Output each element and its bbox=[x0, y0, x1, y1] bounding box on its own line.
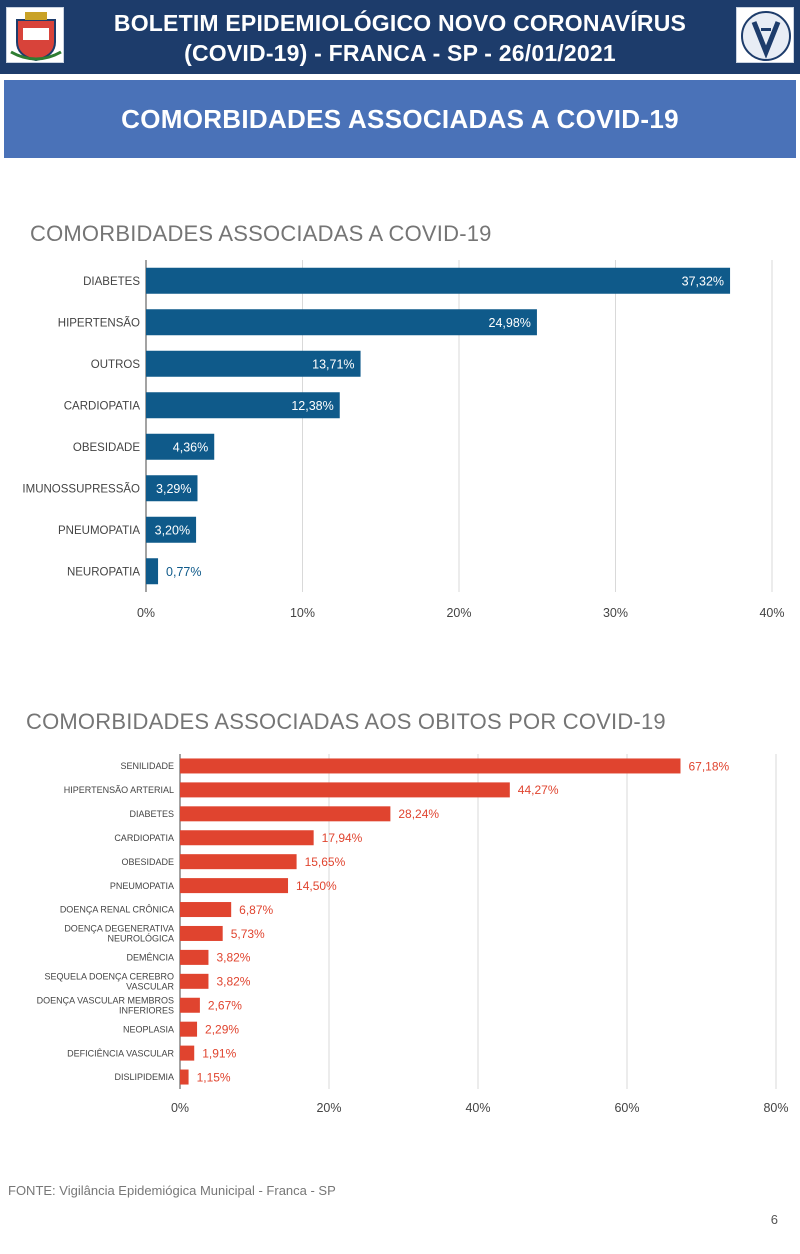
category-label: DIABETES bbox=[129, 809, 174, 819]
bar bbox=[180, 782, 510, 798]
bar bbox=[146, 475, 198, 502]
data-label: 24,98% bbox=[489, 316, 531, 330]
category-label: DEMÊNCIA bbox=[126, 953, 174, 963]
data-label: 37,32% bbox=[682, 274, 724, 288]
category-label: NEUROPATIA bbox=[67, 566, 140, 578]
bar bbox=[180, 1069, 189, 1085]
category-label: HIPERTENSÃO ARTERIAL bbox=[64, 785, 174, 795]
category-label: DOENÇA DEGENERATIVA NEUROLÓGICA bbox=[64, 924, 174, 944]
x-tick-label: 10% bbox=[290, 606, 315, 620]
bulletin-title-line-1: BOLETIM EPIDEMIOLÓGICO NOVO CORONAVÍRUS bbox=[113, 10, 687, 36]
category-label: DOENÇA RENAL CRÔNICA bbox=[60, 905, 174, 915]
bar bbox=[180, 902, 232, 918]
bar bbox=[180, 997, 200, 1013]
x-tick-label: 40% bbox=[465, 1101, 490, 1115]
bar bbox=[146, 558, 159, 585]
chart-title-comorbidities: COMORBIDADES ASSOCIADAS A COVID-19 bbox=[30, 221, 492, 246]
data-label: 1,91% bbox=[202, 1046, 236, 1060]
city-coat-of-arms-icon bbox=[6, 7, 64, 63]
chart-title-deaths-comorbidities: COMORBIDADES ASSOCIADAS AOS OBITOS POR C… bbox=[26, 709, 666, 734]
x-tick-label: 20% bbox=[446, 606, 471, 620]
data-label: 15,65% bbox=[305, 855, 346, 869]
source-note: FONTE: Vigilância Epidemiógica Municipal… bbox=[8, 1183, 336, 1198]
category-label: HIPERTENSÃO bbox=[58, 316, 140, 329]
deaths-comorbidities-bar-chart: 0% 20% 40% 60% 80% SENILIDADE 67,18% HIPERTENSÃ… bbox=[37, 754, 789, 1115]
category-label: DEFICIÊNCIA VASCULAR bbox=[67, 1048, 174, 1058]
bar bbox=[180, 830, 314, 846]
bar bbox=[180, 949, 209, 965]
data-label: 5,73% bbox=[231, 927, 265, 941]
bar bbox=[146, 516, 197, 543]
category-label: DOENÇA VASCULAR MEMBROS INFERIORES bbox=[37, 995, 174, 1015]
data-label: 14,50% bbox=[296, 879, 337, 893]
data-label: 44,27% bbox=[518, 783, 559, 797]
category-label: DIABETES bbox=[83, 276, 140, 288]
header-bar: BOLETIM EPIDEMIOLÓGICO NOVO CORONAVÍRUS … bbox=[0, 0, 800, 74]
category-label: DISLIPIDEMIA bbox=[114, 1072, 174, 1082]
data-label: 28,24% bbox=[398, 807, 439, 821]
x-tick-label: 20% bbox=[316, 1101, 341, 1115]
data-label: 17,94% bbox=[322, 831, 363, 845]
data-label: 2,29% bbox=[205, 1022, 239, 1036]
category-label: OBESIDADE bbox=[73, 442, 140, 454]
bar bbox=[180, 1021, 198, 1037]
bar bbox=[146, 433, 215, 460]
x-tick-label: 0% bbox=[137, 606, 155, 620]
category-label: IMUNOSSUPRESSÃO bbox=[22, 482, 140, 495]
category-label: SENILIDADE bbox=[120, 761, 174, 771]
comorbidities-bar-chart: 0% 10% 20% 30% 40% DIABETES 37,32% HIPERTENSÃO 2… bbox=[22, 260, 785, 620]
data-label: 3,20% bbox=[155, 523, 190, 537]
page-number: 6 bbox=[770, 1212, 778, 1227]
data-label: 0,77% bbox=[166, 565, 201, 579]
category-label: SEQUELA DOENÇA CEREBRO VASCULAR bbox=[44, 971, 174, 991]
bar bbox=[180, 1045, 195, 1061]
bar bbox=[180, 806, 391, 822]
data-label: 13,71% bbox=[312, 357, 354, 371]
bar bbox=[180, 973, 209, 989]
bar bbox=[146, 267, 731, 294]
x-tick-label: 40% bbox=[759, 606, 784, 620]
category-label: OBESIDADE bbox=[121, 857, 174, 867]
x-tick-label: 80% bbox=[763, 1101, 788, 1115]
bar bbox=[146, 309, 537, 336]
bar bbox=[180, 758, 681, 774]
vigilancia-epidemiologica-logo-icon bbox=[736, 7, 794, 63]
bulletin-title-line-2: (COVID-19) - FRANCA - SP - 26/01/2021 bbox=[184, 40, 616, 66]
data-label: 67,18% bbox=[688, 759, 729, 773]
bar bbox=[180, 878, 289, 894]
category-label: CARDIOPATIA bbox=[64, 400, 141, 412]
category-label: OUTROS bbox=[91, 359, 141, 371]
x-tick-label: 30% bbox=[603, 606, 628, 620]
data-label: 3,29% bbox=[156, 482, 191, 496]
data-label: 12,38% bbox=[291, 399, 333, 413]
data-label: 2,67% bbox=[208, 999, 242, 1013]
category-label: NEOPLASIA bbox=[123, 1024, 174, 1034]
section-banner-title: COMORBIDADES ASSOCIADAS A COVID-19 bbox=[121, 104, 679, 134]
category-label: PNEUMOPATIA bbox=[58, 525, 140, 537]
bar bbox=[180, 925, 223, 941]
bar bbox=[146, 350, 361, 377]
data-label: 4,36% bbox=[173, 440, 208, 454]
x-tick-label: 60% bbox=[614, 1101, 639, 1115]
bar bbox=[180, 854, 297, 870]
data-label: 1,15% bbox=[197, 1070, 231, 1084]
category-label: PNEUMOPATIA bbox=[110, 881, 174, 891]
section-banner: COMORBIDADES ASSOCIADAS A COVID-19 bbox=[4, 80, 796, 158]
x-tick-label: 0% bbox=[171, 1101, 189, 1115]
data-label: 3,82% bbox=[216, 951, 250, 965]
bar bbox=[146, 392, 340, 419]
category-label: CARDIOPATIA bbox=[114, 833, 174, 843]
data-label: 3,82% bbox=[216, 975, 250, 989]
data-label: 6,87% bbox=[239, 903, 273, 917]
